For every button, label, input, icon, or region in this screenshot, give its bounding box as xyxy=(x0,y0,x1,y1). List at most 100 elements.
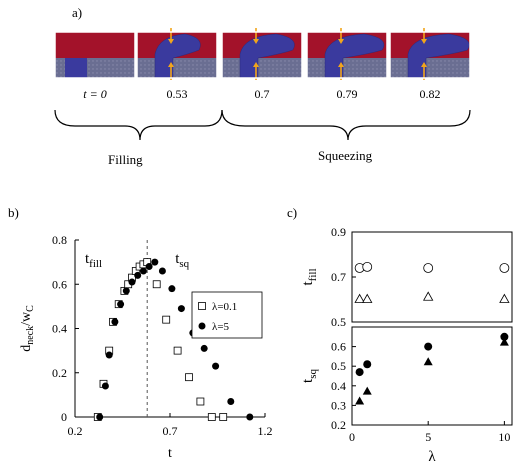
data-point xyxy=(101,382,109,390)
data-point xyxy=(151,258,159,266)
data-point xyxy=(423,263,434,273)
y-tick-label: 0.9 xyxy=(331,225,346,239)
data-point xyxy=(362,386,372,395)
panel-c-label: c) xyxy=(287,205,298,220)
data-point xyxy=(198,322,206,330)
phase-braces xyxy=(54,109,471,141)
x-tick-label: 5 xyxy=(425,430,431,444)
arrow-head xyxy=(253,39,259,44)
arrow-head xyxy=(253,62,259,67)
y-tick-label: 0.7 xyxy=(331,270,346,284)
data-point xyxy=(96,413,104,421)
y-tick-label: 0.5 xyxy=(331,359,346,373)
data-point xyxy=(134,271,142,279)
data-point xyxy=(362,261,373,272)
arrow-head xyxy=(168,62,174,67)
panel-b-label: b) xyxy=(8,205,19,220)
data-point xyxy=(355,368,364,377)
data-point xyxy=(168,285,176,293)
y-tick-label: 0 xyxy=(61,410,67,424)
time-label: 0.53 xyxy=(166,87,188,101)
x-axis-label: λ xyxy=(428,449,436,465)
data-point xyxy=(105,351,113,359)
data-point xyxy=(152,280,161,289)
channel-wall xyxy=(137,58,217,78)
data-point xyxy=(500,332,509,341)
x-tick-label: 0.7 xyxy=(163,424,178,438)
y-tick-label: 0.2 xyxy=(331,418,346,432)
data-point xyxy=(363,360,372,369)
tsq-annotation: tsq xyxy=(175,251,189,270)
data-point xyxy=(111,318,119,326)
panel-a-label: a) xyxy=(72,5,83,20)
data-point xyxy=(139,267,147,275)
y-axis-label: dneck/wC xyxy=(19,305,36,352)
frame-border xyxy=(389,31,471,79)
data-point xyxy=(246,413,254,421)
tfill-axis-label: tfill xyxy=(300,268,319,285)
data-point xyxy=(198,302,206,310)
y-tick-label: 0.4 xyxy=(52,322,67,336)
arrow-head xyxy=(168,39,174,44)
x-axis-label: t xyxy=(168,446,172,461)
filling-label: Filling xyxy=(108,152,143,167)
legend-box xyxy=(191,291,263,339)
data-point xyxy=(207,413,216,421)
channel-wall xyxy=(222,58,302,78)
x-tick-label: 10 xyxy=(498,430,510,444)
data-point xyxy=(499,337,509,346)
filling-brace xyxy=(54,109,223,141)
arrow-head xyxy=(421,39,427,44)
data-point xyxy=(162,315,171,324)
legend-entry: λ=5 xyxy=(212,321,230,333)
frame-border xyxy=(54,31,136,79)
data-point xyxy=(355,396,365,405)
snapshot-strip xyxy=(54,28,471,80)
snapshot-frame xyxy=(221,28,303,80)
droplet xyxy=(154,33,201,79)
time-label: 0.79 xyxy=(336,87,358,101)
data-point xyxy=(423,357,433,366)
snapshot-frame xyxy=(306,28,388,80)
legend-entry: λ=0.1 xyxy=(212,301,237,313)
data-point xyxy=(423,291,434,301)
frame-border xyxy=(306,31,388,79)
dispersed-inlet xyxy=(65,58,87,78)
frame-border xyxy=(221,31,303,79)
arrow-head xyxy=(421,62,427,67)
data-point xyxy=(117,300,125,308)
data-point xyxy=(424,342,433,351)
arrow-head xyxy=(338,62,344,67)
data-point xyxy=(499,293,510,303)
data-point xyxy=(185,373,193,382)
snapshot-frame xyxy=(389,28,471,80)
y-tick-label: 0.2 xyxy=(52,366,67,380)
x-tick-label: 0.2 xyxy=(68,424,83,438)
y-tick-label: 0.6 xyxy=(52,277,67,291)
tsq-frame xyxy=(351,326,513,426)
y-tick-label: 0.6 xyxy=(331,340,346,354)
tfill-tsq-chart: 0.5 0.7 0.9 tfill 0.2 0.3 0.4 0.5 0.6 0 5 10 tsq λ xyxy=(300,225,513,465)
time-label: t = 0 xyxy=(83,87,107,101)
x-tick-label: 0 xyxy=(349,430,355,444)
data-point xyxy=(499,263,510,273)
y-tick-label: 0.3 xyxy=(331,398,346,412)
y-tick-label: 0.8 xyxy=(52,233,67,247)
arrow-head xyxy=(338,39,344,44)
data-point xyxy=(158,267,166,275)
y-tick-label: 0.4 xyxy=(331,379,346,393)
x-tick-label: 1.2 xyxy=(258,424,273,438)
data-point xyxy=(362,293,373,303)
time-label: 0.82 xyxy=(419,87,441,101)
squeezing-label: Squeezing xyxy=(318,148,373,163)
data-point xyxy=(122,287,130,295)
squeezing-brace xyxy=(221,109,471,141)
data-point xyxy=(196,397,205,406)
channel-wall xyxy=(307,58,387,78)
time-label: 0.7 xyxy=(254,87,270,101)
data-point xyxy=(173,346,182,355)
data-point xyxy=(145,263,153,271)
data-point xyxy=(227,398,235,406)
tfill-annotation: tfill xyxy=(85,251,102,270)
